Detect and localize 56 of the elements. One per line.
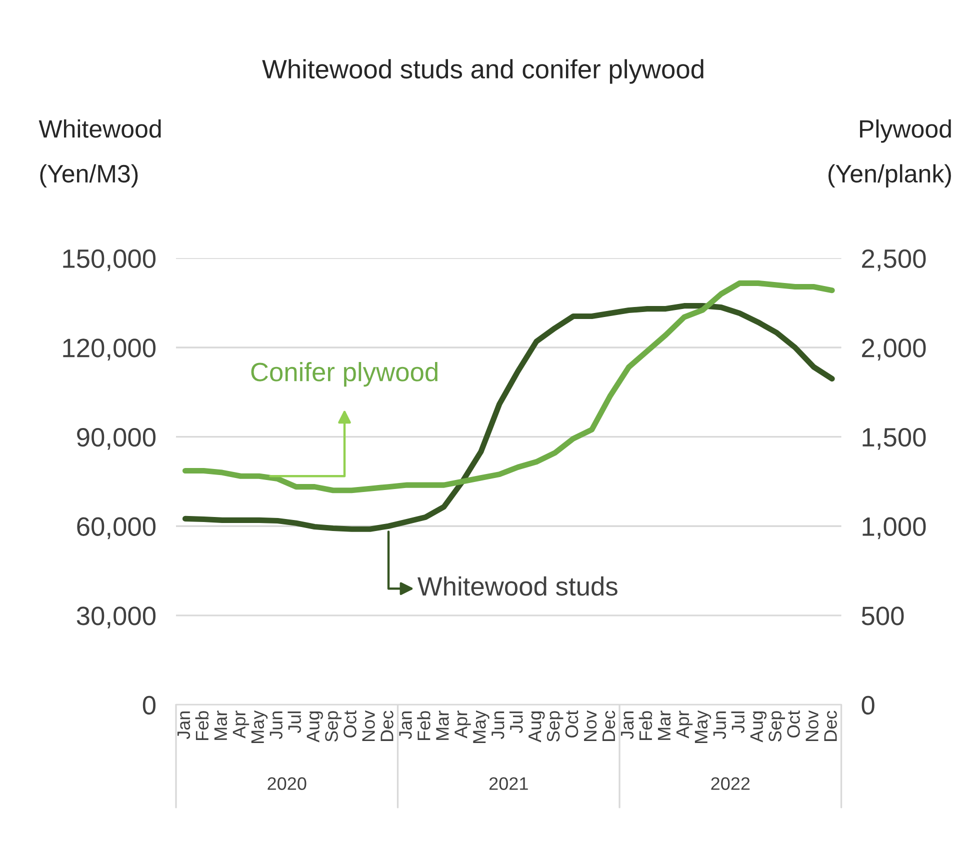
y2-tick-label: 0	[862, 696, 874, 715]
y2-tick-label: 500	[862, 606, 904, 626]
y-tick-label: 120,000	[63, 338, 156, 360]
text: 2021	[489, 777, 528, 790]
x-tick-label: Jul	[509, 712, 523, 734]
x-tick-label: Apr	[676, 710, 693, 738]
x-tick-label: Apr	[232, 710, 250, 738]
y2-tick-label: 2,000	[862, 338, 926, 360]
x-tick-label: Jul	[288, 712, 301, 734]
text: Conifer plywood	[251, 362, 438, 387]
x-tick-label: May	[473, 710, 490, 743]
y-tick-label: 60,000	[77, 517, 156, 540]
x-tick-label: Oct	[565, 710, 578, 738]
x-tick-label: Dec	[824, 710, 837, 741]
x-tick-label: Jul	[731, 712, 744, 734]
x-tick-label: Dec	[602, 710, 616, 741]
x-tick-label: Oct	[787, 710, 800, 738]
chart-title: Whitewood studs and conifer plywood	[262, 59, 704, 84]
x-tick-label: Nov	[806, 710, 818, 741]
x-tick-label: Aug	[750, 711, 767, 742]
y-tick-label: 30,000	[76, 606, 156, 628]
x-tick-label: Feb	[638, 711, 652, 740]
y2-axis-title: Plywood (Yen/plank)	[828, 119, 951, 188]
y2-tick-label: 1,000	[862, 517, 926, 540]
x-tick-label: Jun	[492, 711, 504, 740]
x-tick-label: Sep	[325, 711, 342, 742]
x-tick-label: Jun	[713, 711, 726, 740]
text: 2020	[268, 777, 306, 790]
x-tick-label: Aug	[306, 711, 324, 742]
x-tick-label: Nov	[584, 710, 597, 741]
text: 2022	[711, 777, 750, 790]
x-tick-label: May	[694, 710, 712, 743]
x-tick-label: Jan	[399, 711, 412, 740]
x-tick-label: Sep	[768, 711, 786, 742]
x-tick-label: Feb	[195, 711, 209, 740]
x-tick-label: Feb	[417, 711, 430, 740]
legend-label: Whitewood studs	[418, 576, 618, 596]
x-tick-label: Dec	[380, 710, 394, 741]
x-tick-label: Jan	[621, 711, 634, 740]
x-tick-label: Nov	[362, 710, 375, 741]
y-tick-label: 90,000	[77, 428, 156, 450]
y2-tick-label: 2,500	[862, 249, 926, 272]
x-tick-label: Oct	[344, 710, 356, 738]
x-tick-label: Jan	[177, 711, 190, 740]
x-tick-label: Sep	[546, 711, 564, 742]
x-tick-label: Aug	[528, 711, 545, 742]
x-tick-label: Mar	[658, 710, 671, 740]
y2-tick-label: 1,500	[862, 428, 926, 450]
x-tick-label: Mar	[436, 710, 449, 740]
x-tick-label: Mar	[214, 710, 228, 740]
x-tick-label: Jun	[270, 711, 282, 740]
y-tick-label: 150,000	[63, 249, 156, 272]
x-tick-label: May	[251, 710, 268, 743]
y-axis-title: Whitewood (Yen/M3)	[38, 119, 161, 188]
x-tick-label: Apr	[454, 710, 471, 738]
y-tick-label: 0	[142, 696, 156, 715]
